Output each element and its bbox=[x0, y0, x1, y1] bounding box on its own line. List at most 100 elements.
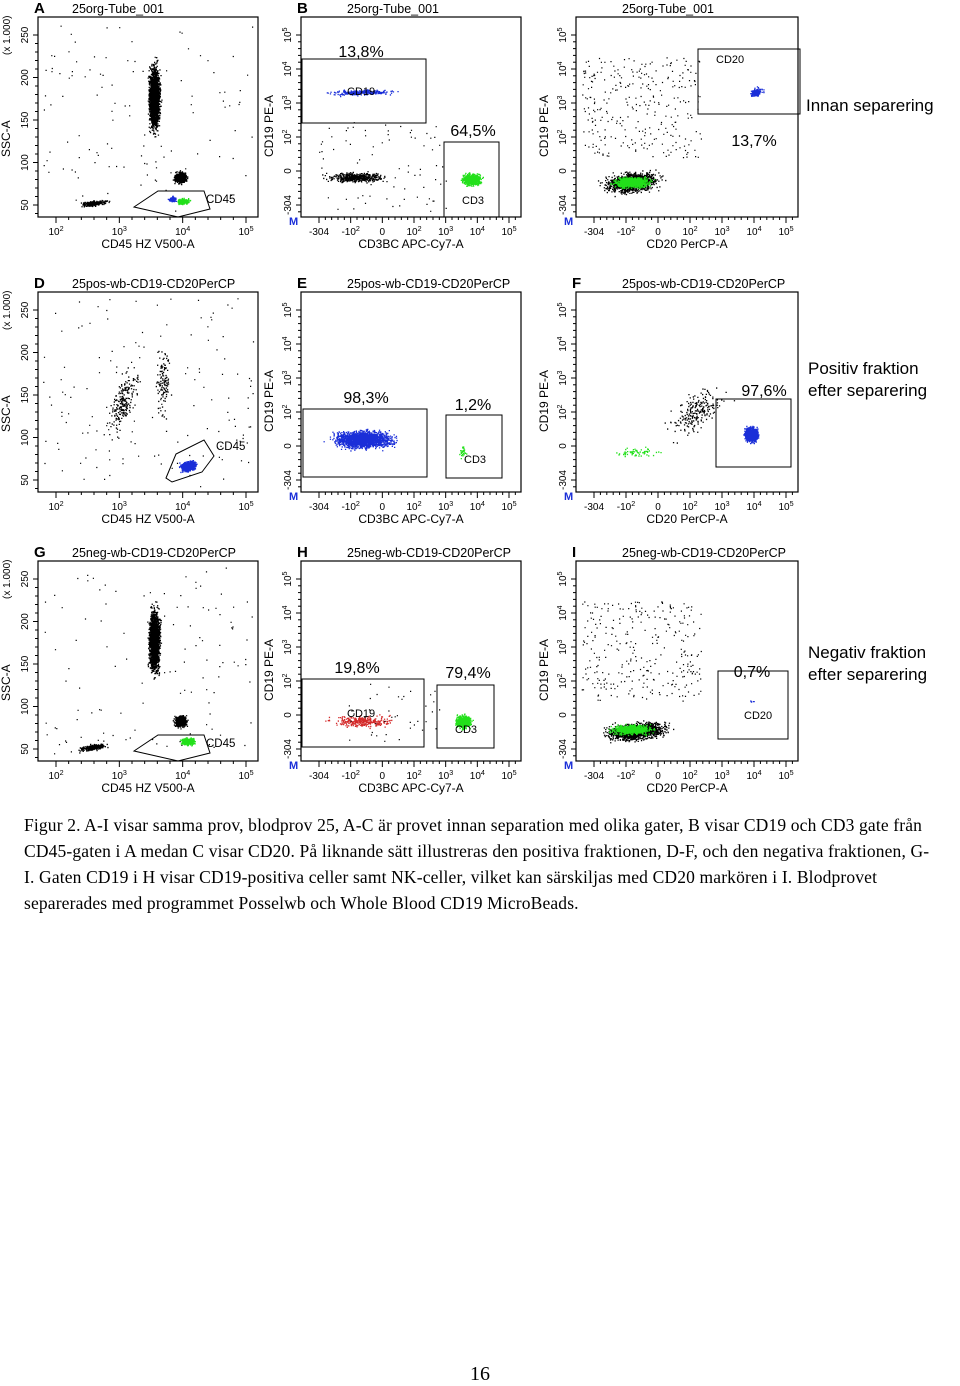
panel-title: 25org-Tube_001 bbox=[72, 2, 164, 16]
cd3-gate-percentage: 64,5% bbox=[450, 123, 495, 140]
x-tick-label: 103 bbox=[438, 224, 453, 238]
x-axis-label: CD3BC APC-Cy7-A bbox=[358, 237, 463, 251]
plot-frame bbox=[37, 16, 259, 218]
panel-letter: D bbox=[34, 275, 45, 292]
y-tick-label: 103 bbox=[555, 370, 569, 385]
cd20-gate bbox=[717, 670, 789, 740]
y-tick-label: 200 bbox=[20, 69, 31, 86]
dot-cloud bbox=[44, 567, 253, 755]
panel-title: 25neg-wb-CD19-CD20PerCP bbox=[72, 546, 236, 560]
row-label-positive-fraction: Positiv fraktion efter separering bbox=[808, 359, 928, 400]
y-tick-label: 102 bbox=[280, 673, 294, 688]
cd19-gate-label: CD19 bbox=[347, 708, 375, 720]
panel-title: 25org-Tube_001 bbox=[347, 2, 439, 16]
x-tick-label: 105 bbox=[501, 768, 516, 782]
x-tick-label: -102 bbox=[617, 768, 635, 782]
x-tick-label: 103 bbox=[112, 768, 127, 782]
y-tick-label: 104 bbox=[555, 336, 569, 351]
y-tick-label: -304 bbox=[558, 470, 569, 490]
y-axis-label: CD19 PE-A bbox=[262, 95, 276, 157]
y-tick-label: 200 bbox=[20, 344, 31, 361]
y-tick-label: 200 bbox=[20, 613, 31, 630]
panel-h: H 25neg-wb-CD19-CD20PerCP 105 104 103 102 0 -30… bbox=[262, 544, 522, 795]
y-tick-label: 103 bbox=[280, 370, 294, 385]
y-axis-label: CD19 PE-A bbox=[537, 95, 551, 157]
m-marker: M bbox=[564, 760, 573, 772]
x-tick-label: -304 bbox=[584, 502, 604, 513]
panel-e: E 25pos-wb-CD19-CD20PerCP 105 104 103 102 0 -30… bbox=[262, 275, 522, 526]
cd20-gate bbox=[697, 48, 801, 115]
y-tick-label: 50 bbox=[20, 474, 31, 486]
x-tick-label: 102 bbox=[682, 768, 697, 782]
x-tick-label: -304 bbox=[309, 227, 329, 238]
dot-cloud bbox=[319, 89, 484, 212]
x-axis-label: CD45 HZ V500-A bbox=[101, 237, 194, 251]
cd3-gate-percentage: 1,2% bbox=[455, 397, 491, 414]
panel-f: F 25pos-wb-CD19-CD20PerCP 105 104 103 102 0 -30… bbox=[537, 275, 799, 526]
dot-cloud bbox=[616, 387, 760, 458]
y-tick-label: 103 bbox=[280, 95, 294, 110]
cd20-gate-percentage: 97,6% bbox=[741, 383, 786, 400]
cd45-gate-label: CD45 bbox=[206, 194, 235, 206]
panel-letter: H bbox=[297, 544, 308, 561]
cd45-gate bbox=[132, 190, 211, 218]
x-tick-label: 0 bbox=[655, 227, 661, 238]
y-tick-label: 102 bbox=[555, 404, 569, 419]
panel-g: G 25neg-wb-CD19-CD20PerCP 250 200 150 100 50 10… bbox=[0, 544, 259, 795]
m-marker: M bbox=[289, 491, 298, 503]
y-tick-label: -304 bbox=[283, 195, 294, 215]
y-axis-label: CD19 PE-A bbox=[262, 639, 276, 701]
y-axis-label: CD19 PE-A bbox=[537, 370, 551, 432]
y-tick-label: 105 bbox=[280, 27, 294, 42]
x-tick-label: 102 bbox=[48, 768, 63, 782]
y-tick-label: 100 bbox=[20, 698, 31, 715]
panel-b: B 25org-Tube_001 105 104 103 102 0 -304 -304 -102… bbox=[262, 0, 522, 251]
x-tick-label: 105 bbox=[778, 768, 793, 782]
panel-letter: I bbox=[572, 544, 576, 561]
cd45-gate bbox=[132, 734, 211, 762]
dot-cloud bbox=[581, 601, 755, 744]
x-tick-label: 105 bbox=[501, 499, 516, 513]
x-tick-label: -102 bbox=[341, 224, 359, 238]
x-tick-label: 105 bbox=[238, 768, 253, 782]
cd3-gate bbox=[436, 684, 495, 749]
y-tick-label: 250 bbox=[20, 570, 31, 587]
cd20-gate-percentage: 0,7% bbox=[734, 664, 770, 681]
y-tick-label: 0 bbox=[283, 712, 294, 718]
y-tick-label: 150 bbox=[20, 111, 31, 128]
y-tick-label: 100 bbox=[20, 429, 31, 446]
x-axis-label: CD3BC APC-Cy7-A bbox=[358, 512, 463, 526]
figure-caption: Figur 2. A-I visar samma prov, blodprov … bbox=[24, 815, 930, 913]
y-tick-label: 100 bbox=[20, 154, 31, 171]
y-tick-label: 102 bbox=[280, 404, 294, 419]
x-tick-label: 103 bbox=[714, 499, 729, 513]
panel-a: A 25org-Tube_001 250 200 150 100 50 102 103 104 10… bbox=[0, 0, 259, 251]
m-marker: M bbox=[289, 760, 298, 772]
y-tick-label: 0 bbox=[558, 443, 569, 449]
x-tick-label: 104 bbox=[470, 499, 485, 513]
x-tick-label: 103 bbox=[714, 224, 729, 238]
panel-title: 25pos-wb-CD19-CD20PerCP bbox=[347, 277, 510, 291]
x-tick-label: 105 bbox=[238, 499, 253, 513]
y-tick-label: -304 bbox=[283, 739, 294, 759]
x-tick-label: 105 bbox=[778, 224, 793, 238]
dot-cloud bbox=[582, 57, 765, 198]
cd20-gate-label: CD20 bbox=[716, 54, 744, 66]
cd19-gate-label: CD19 bbox=[347, 86, 375, 98]
panel-letter: A bbox=[34, 0, 45, 17]
x-tick-label: 104 bbox=[470, 768, 485, 782]
x-axis-label: CD20 PerCP-A bbox=[646, 512, 727, 526]
x-tick-label: -102 bbox=[617, 499, 635, 513]
panel-letter: G bbox=[34, 544, 46, 561]
y-axis-label: SSC-A bbox=[0, 395, 13, 432]
x-tick-label: -304 bbox=[584, 227, 604, 238]
panel-i: I 25neg-wb-CD19-CD20PerCP 105 104 103 102 0 -30… bbox=[537, 544, 799, 795]
row-label-before-separation: Innan separering bbox=[806, 96, 934, 115]
x-tick-label: 104 bbox=[746, 499, 761, 513]
y-tick-label: 150 bbox=[20, 655, 31, 672]
x-axis-label: CD20 PerCP-A bbox=[646, 781, 727, 795]
y-tick-label: 50 bbox=[20, 199, 31, 211]
y-tick-label: 103 bbox=[555, 95, 569, 110]
panel-letter: E bbox=[297, 275, 307, 292]
plot-frame bbox=[300, 16, 522, 218]
